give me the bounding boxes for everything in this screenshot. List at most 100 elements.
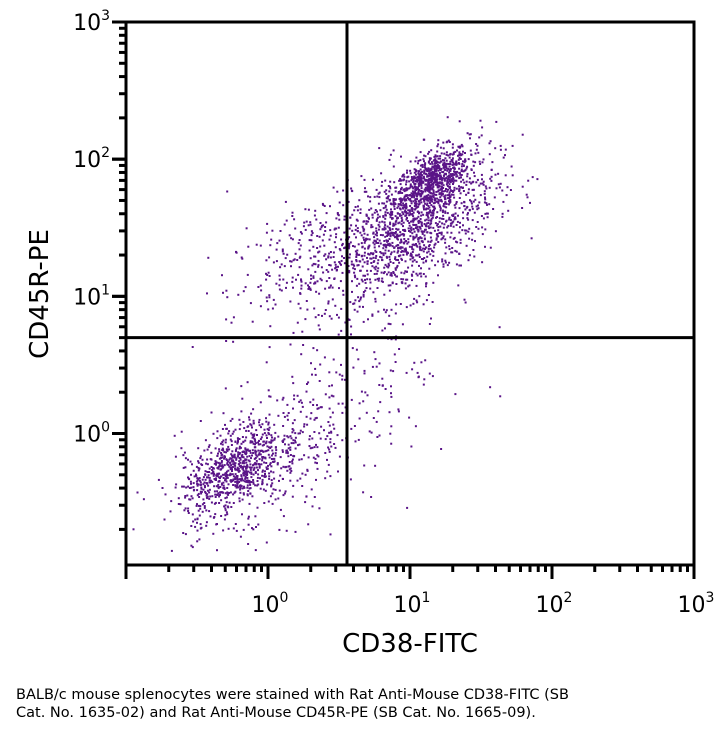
data-point	[219, 491, 222, 494]
data-point	[381, 228, 384, 231]
data-point	[434, 181, 437, 184]
data-point	[290, 260, 293, 263]
data-point	[249, 483, 252, 486]
data-point	[297, 302, 300, 305]
data-point	[232, 479, 235, 481]
data-point	[226, 459, 228, 462]
data-point	[283, 265, 286, 268]
data-point	[265, 434, 268, 437]
data-point	[389, 229, 392, 232]
data-point	[298, 266, 301, 269]
data-point	[241, 436, 244, 438]
data-point	[448, 199, 451, 202]
data-point	[323, 356, 326, 359]
data-point	[338, 287, 340, 290]
data-point	[286, 403, 289, 406]
data-point	[239, 478, 242, 481]
data-point	[234, 473, 237, 476]
data-point	[437, 235, 440, 238]
data-point	[449, 189, 452, 192]
data-point	[398, 348, 401, 350]
data-point	[361, 246, 364, 249]
data-point	[420, 179, 423, 182]
data-point	[254, 462, 257, 465]
data-point	[373, 236, 376, 239]
data-point	[287, 443, 290, 446]
data-point	[397, 203, 400, 206]
data-point	[332, 186, 335, 189]
data-point	[275, 248, 278, 251]
data-point	[409, 199, 412, 202]
data-point	[425, 224, 427, 227]
data-point	[439, 146, 442, 149]
data-point	[252, 469, 255, 471]
data-point	[388, 258, 391, 261]
data-point	[241, 257, 244, 260]
data-point	[187, 485, 190, 488]
data-point	[438, 161, 441, 164]
data-point	[214, 513, 217, 516]
data-point	[394, 231, 397, 233]
data-point	[281, 250, 284, 253]
data-point	[411, 264, 414, 267]
data-point	[409, 194, 412, 196]
data-point	[442, 205, 445, 207]
data-point	[267, 271, 270, 274]
data-point	[187, 507, 190, 510]
data-point	[462, 186, 464, 189]
data-point	[415, 186, 418, 189]
data-point	[308, 445, 311, 447]
data-point	[427, 193, 430, 196]
data-point	[438, 231, 441, 234]
data-point	[339, 249, 342, 252]
data-point	[319, 277, 322, 280]
data-point	[426, 198, 429, 201]
data-point	[275, 282, 278, 285]
data-point	[411, 251, 414, 253]
data-point	[366, 238, 369, 241]
data-point	[294, 227, 297, 230]
data-point	[354, 206, 357, 208]
data-point	[294, 441, 297, 444]
data-point	[448, 193, 451, 196]
data-point	[328, 407, 331, 410]
data-point	[437, 189, 440, 192]
data-point	[429, 158, 431, 161]
data-point	[435, 237, 438, 240]
data-point	[319, 228, 322, 231]
data-point	[421, 192, 424, 195]
data-point	[334, 246, 337, 249]
data-point	[367, 252, 370, 255]
data-point	[372, 417, 375, 419]
data-point	[370, 496, 373, 498]
data-point	[294, 447, 297, 450]
data-point	[366, 269, 369, 272]
data-point	[386, 196, 389, 199]
data-point	[343, 215, 346, 218]
data-point	[197, 509, 200, 512]
data-point	[390, 442, 393, 445]
data-point	[392, 203, 395, 206]
data-point	[477, 207, 480, 210]
data-point	[462, 160, 464, 163]
data-point	[239, 466, 242, 469]
data-point	[266, 483, 269, 486]
data-point	[366, 394, 369, 397]
data-point	[279, 266, 282, 269]
data-point	[439, 209, 442, 212]
data-point	[462, 217, 465, 220]
data-point	[389, 261, 392, 263]
data-point	[410, 179, 413, 182]
data-point	[472, 188, 475, 191]
data-point	[182, 532, 185, 534]
data-point	[405, 306, 408, 309]
data-point	[479, 119, 482, 122]
data-point	[286, 414, 289, 417]
data-point	[447, 163, 450, 165]
data-point	[353, 268, 356, 271]
data-point	[251, 495, 254, 498]
data-point	[314, 263, 317, 266]
data-point	[305, 495, 308, 498]
data-point	[423, 196, 426, 199]
data-point	[412, 191, 415, 194]
